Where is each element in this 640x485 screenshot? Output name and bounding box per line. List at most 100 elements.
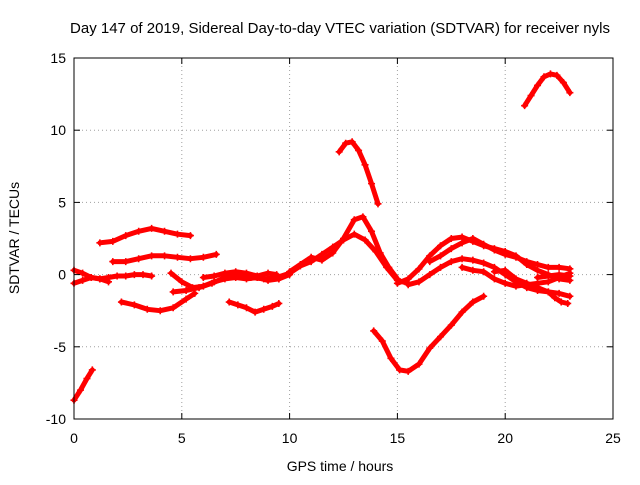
data-point: [83, 375, 91, 383]
data-point: [566, 89, 574, 97]
data-point: [469, 235, 477, 242]
data-point: [178, 278, 186, 286]
y-tick-label: 15: [50, 50, 66, 66]
data-point: [195, 284, 203, 292]
data-point: [557, 298, 565, 306]
x-tick-label: 20: [497, 430, 513, 446]
data-point: [156, 307, 164, 315]
data-point: [212, 250, 220, 258]
x-tick-label: 10: [282, 430, 298, 446]
y-axis-label: SDTVAR / TECUs: [6, 182, 22, 294]
data-point: [501, 279, 509, 287]
series-arc-2: [71, 267, 155, 282]
data-point: [378, 337, 386, 345]
data-point: [437, 252, 445, 260]
data-point: [534, 273, 542, 281]
data-point: [469, 266, 477, 274]
data-point: [242, 269, 250, 277]
data-point: [396, 366, 404, 374]
data-point: [350, 230, 358, 238]
data-point: [458, 239, 466, 247]
data-point: [221, 269, 229, 277]
series-layer: [70, 70, 574, 404]
series-arc-12: [287, 214, 400, 282]
data-point: [109, 258, 117, 266]
series-arc-14: [371, 293, 487, 374]
x-tick-label: 25: [605, 430, 621, 446]
data-point: [286, 268, 294, 276]
data-point: [555, 271, 563, 279]
data-point: [551, 294, 559, 302]
data-point: [242, 304, 250, 312]
data-point: [253, 272, 261, 280]
data-point: [447, 235, 455, 242]
data-point: [559, 79, 567, 87]
data-point: [512, 275, 520, 283]
data-point: [122, 232, 130, 240]
data-point: [490, 246, 498, 254]
data-point: [368, 180, 376, 188]
data-point: [143, 305, 151, 313]
data-point: [527, 92, 535, 100]
data-point: [275, 299, 283, 307]
data-point: [148, 252, 156, 260]
data-point: [458, 255, 466, 263]
data-point: [355, 146, 363, 154]
series-arc-1: [71, 367, 95, 403]
series-arc-21: [535, 272, 573, 280]
data-point: [199, 253, 207, 261]
data-point: [404, 281, 412, 289]
y-tick-label: 0: [58, 267, 66, 283]
data-point: [335, 148, 343, 156]
data-point: [374, 200, 382, 208]
data-point: [350, 216, 358, 224]
data-point: [232, 268, 240, 276]
data-point: [173, 253, 181, 261]
data-point: [135, 227, 143, 235]
x-axis-label: GPS time / hours: [287, 458, 394, 474]
data-point: [458, 263, 466, 271]
y-tick-label: -5: [54, 339, 67, 355]
data-point: [340, 235, 347, 242]
data-point: [368, 227, 376, 235]
data-point: [169, 304, 177, 312]
x-tick-label: 15: [390, 430, 406, 446]
data-point: [109, 237, 117, 245]
data-point: [566, 272, 574, 280]
data-point: [186, 232, 194, 240]
data-point: [544, 263, 552, 271]
data-point: [234, 301, 242, 309]
data-point: [447, 258, 455, 266]
x-tick-label: 5: [178, 430, 186, 446]
data-point: [210, 272, 218, 280]
data-point: [490, 275, 498, 283]
series-arc-20: [522, 71, 573, 109]
y-tick-label: 10: [50, 122, 66, 138]
data-point: [173, 230, 181, 238]
data-point: [268, 302, 276, 310]
data-point: [186, 255, 194, 263]
data-point: [148, 224, 156, 232]
data-point: [208, 279, 216, 287]
data-point: [88, 366, 96, 374]
y-tick-label: -10: [46, 411, 66, 427]
data-point: [458, 308, 466, 316]
data-point: [161, 252, 169, 260]
data-point: [523, 279, 531, 287]
data-point: [469, 256, 477, 264]
data-point: [469, 298, 477, 306]
data-point: [564, 299, 572, 307]
data-point: [546, 70, 554, 78]
data-point: [393, 279, 401, 287]
data-point: [555, 289, 563, 297]
data-point: [96, 275, 104, 283]
data-point: [122, 272, 130, 280]
data-point: [273, 271, 281, 279]
data-point: [544, 288, 552, 296]
data-point: [342, 139, 350, 147]
data-point: [376, 249, 384, 257]
data-point: [415, 360, 423, 368]
